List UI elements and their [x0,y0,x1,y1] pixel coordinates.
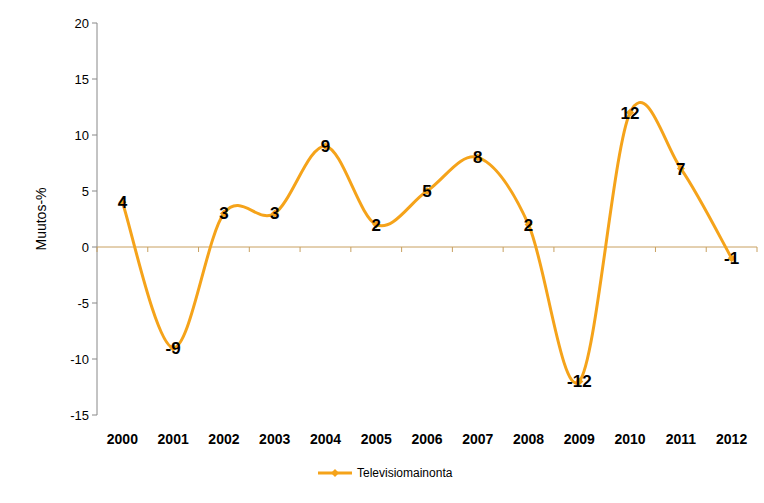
x-tick [401,247,402,252]
x-tick-label: 2009 [564,431,595,447]
x-tick-label: 2003 [259,431,290,447]
x-axis [97,247,757,248]
y-tick [92,23,97,24]
data-label: -12 [567,372,592,391]
data-label: -9 [166,339,181,358]
x-tick [97,247,98,252]
x-tick-label: 2005 [361,431,392,447]
x-tick-label: 2011 [666,431,697,447]
x-tick [553,247,554,252]
data-label: 9 [321,137,330,156]
data-label: 8 [473,148,482,167]
y-tick-label: 15 [75,72,89,87]
data-label: 12 [621,104,640,123]
data-label: 4 [118,193,128,212]
data-label: 7 [676,160,685,179]
y-tick-label: 10 [75,128,89,143]
y-tick [92,247,97,248]
legend: Televisiomainonta [318,466,453,480]
y-tick-label: -15 [70,408,89,423]
y-tick-label: -10 [70,352,89,367]
data-label: 3 [270,204,279,223]
y-tick [92,303,97,304]
x-tick [503,247,504,252]
y-tick [92,191,97,192]
x-tick-label: 2000 [107,431,138,447]
y-axis-label: Muutos-% [33,187,49,250]
chart: -15-10-505101520Muutos-%2000200120022003… [0,0,764,503]
legend-marker [331,469,339,477]
x-tick [452,247,453,252]
x-tick [147,247,148,252]
series-line [122,102,731,383]
y-tick-label: 5 [82,184,89,199]
y-tick-label: -5 [77,296,89,311]
x-tick-label: 2012 [716,431,747,447]
y-tick [92,135,97,136]
data-label: 3 [219,204,228,223]
data-label: 2 [371,216,380,235]
y-tick [92,359,97,360]
x-tick-label: 2004 [310,431,341,447]
x-tick [300,247,301,252]
y-axis [97,23,98,415]
x-tick [249,247,250,252]
x-tick-label: 2001 [158,431,189,447]
x-tick-label: 2007 [462,431,493,447]
x-tick [350,247,351,252]
x-tick-label: 2002 [208,431,239,447]
legend-label: Televisiomainonta [357,466,453,480]
x-tick [198,247,199,252]
y-tick-label: 0 [82,240,89,255]
x-tick [655,247,656,252]
x-tick-label: 2008 [513,431,544,447]
x-tick [706,247,707,252]
x-tick-label: 2010 [614,431,645,447]
y-tick [92,415,97,416]
y-tick-label: 20 [75,16,89,31]
data-label: 5 [422,182,431,201]
data-labels: 4 -9 3 3 9 2 5 8 2 -12 12 7 -1 [118,104,740,392]
data-label: -1 [724,249,739,268]
chart-container: -15-10-505101520Muutos-%2000200120022003… [0,0,764,503]
x-tick-label: 2006 [411,431,442,447]
plot-area [118,102,735,385]
y-tick [92,79,97,80]
x-tick [757,247,758,252]
data-label: 2 [524,216,533,235]
